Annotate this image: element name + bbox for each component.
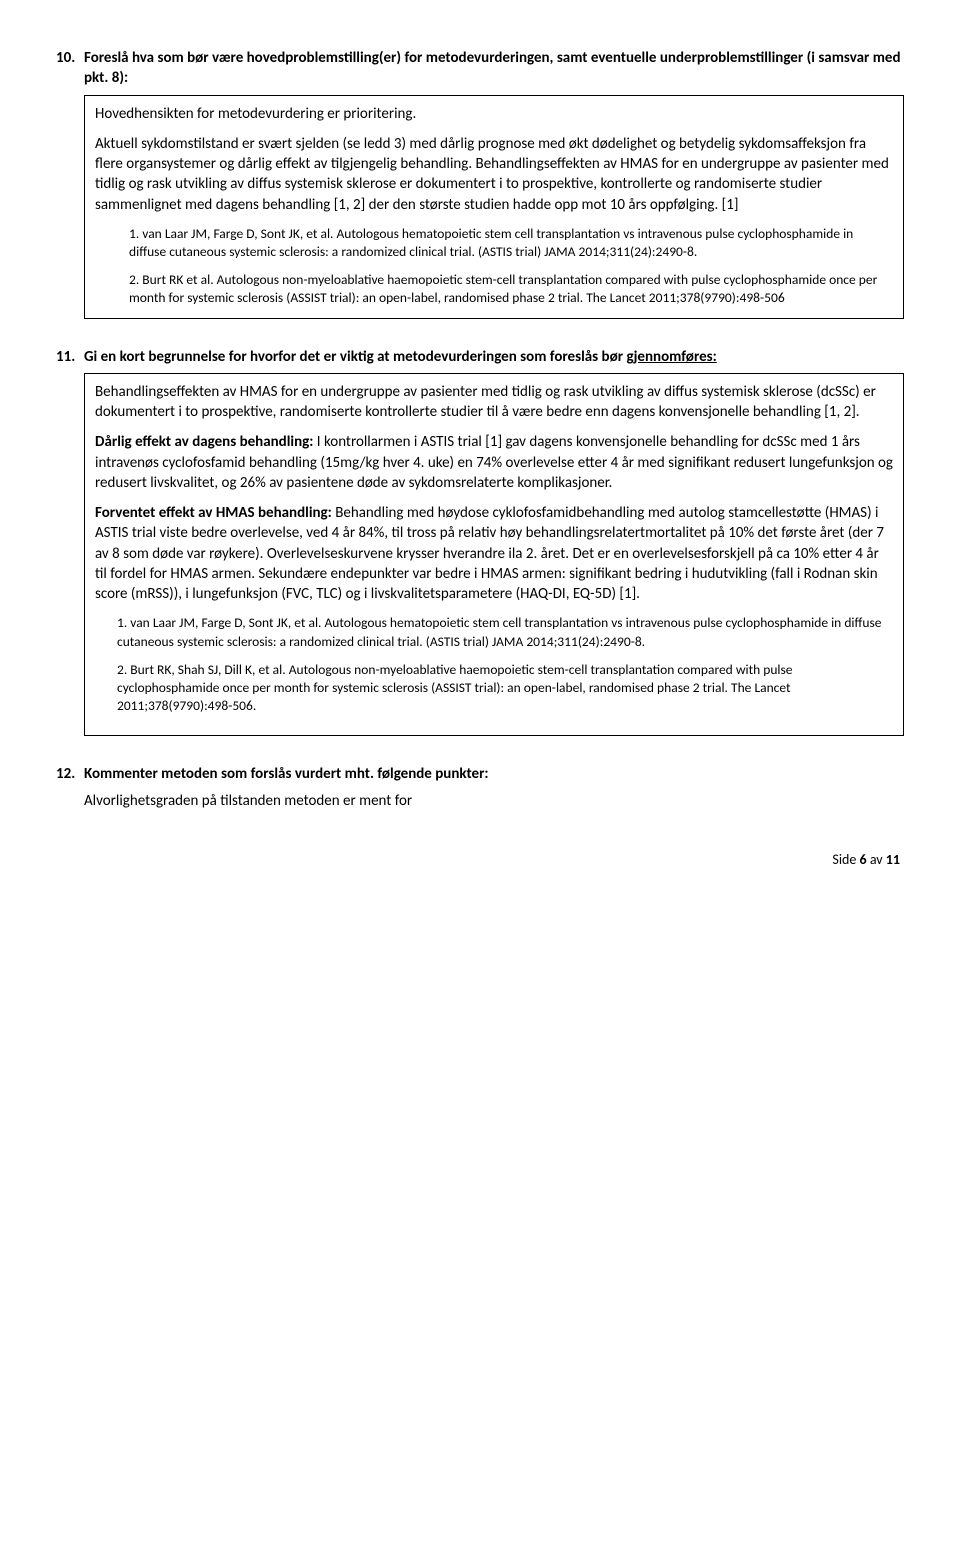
- section-12-number: 12.: [56, 764, 84, 784]
- footer-suffix: av: [867, 851, 886, 868]
- section-12-sub: Alvorlighetsgraden på tilstanden metoden…: [84, 791, 904, 811]
- section-10-p1: Hovedhensikten for metodevurdering er pr…: [95, 104, 893, 124]
- footer-prefix: Side: [832, 851, 859, 868]
- section-11-p1: Behandlingseffekten av HMAS for en under…: [95, 382, 893, 423]
- section-11-title: Gi en kort begrunnelse for hvorfor det e…: [84, 347, 904, 367]
- section-10-box: Hovedhensikten for metodevurdering er pr…: [84, 95, 904, 319]
- section-10-title: Foreslå hva som bør være hovedproblemsti…: [84, 48, 904, 89]
- section-11-title-prefix: Gi en kort begrunnelse for hvorfor det e…: [84, 348, 626, 366]
- section-11-heading: 11. Gi en kort begrunnelse for hvorfor d…: [56, 347, 904, 367]
- section-10-ref1: 1. van Laar JM, Farge D, Sont JK, et al.…: [129, 225, 893, 261]
- section-11-p3: Forventet effekt av HMAS behandling: Beh…: [95, 503, 893, 604]
- section-12-title: Kommenter metoden som forslås vurdert mh…: [84, 764, 904, 784]
- page-footer: Side 6 av 11: [56, 851, 904, 870]
- section-10-number: 10.: [56, 48, 84, 89]
- section-10-ref2: 2. Burt RK et al. Autologous non-myeloab…: [129, 271, 893, 307]
- section-11-ref1: 1. van Laar JM, Farge D, Sont JK, et al.…: [117, 614, 893, 650]
- section-11-number: 11.: [56, 347, 84, 367]
- section-11-p2-bold: Dårlig effekt av dagens behandling:: [95, 433, 313, 451]
- section-11-box: Behandlingseffekten av HMAS for en under…: [84, 373, 904, 737]
- section-11-p2: Dårlig effekt av dagens behandling: I ko…: [95, 432, 893, 493]
- section-10-heading: 10. Foreslå hva som bør være hovedproble…: [56, 48, 904, 89]
- section-11-title-underline: gjennomføres:: [626, 348, 716, 366]
- section-10-p2: Aktuell sykdomstilstand er svært sjelden…: [95, 134, 893, 215]
- footer-page-number: 6: [860, 851, 867, 868]
- section-12-heading: 12. Kommenter metoden som forslås vurder…: [56, 764, 904, 784]
- section-11-ref2: 2. Burt RK, Shah SJ, Dill K, et al. Auto…: [117, 661, 893, 716]
- footer-total: 11: [886, 851, 900, 868]
- section-11-p3-bold: Forventet effekt av HMAS behandling:: [95, 504, 332, 522]
